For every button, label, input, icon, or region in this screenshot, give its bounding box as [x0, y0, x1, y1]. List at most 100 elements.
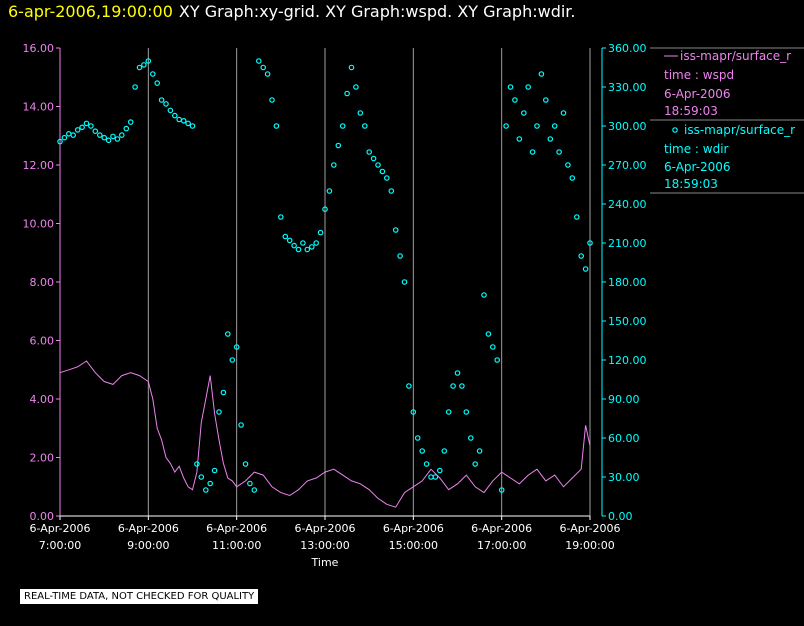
data-point-wdir	[247, 480, 253, 487]
x-tick-label-date: 6-Apr-2006	[118, 522, 179, 535]
data-point-wdir	[105, 137, 112, 144]
data-point-wdir	[229, 357, 236, 363]
data-point-wdir	[467, 435, 474, 441]
data-point-wdir	[370, 155, 377, 162]
data-point-wdir	[551, 123, 558, 129]
y-left-tick-label: 12.00	[23, 159, 55, 172]
data-point-wdir	[481, 292, 487, 298]
data-point-wdir	[507, 84, 514, 90]
data-point-wdir	[304, 246, 311, 253]
y-right-tick-label: 300.00	[608, 120, 647, 133]
data-point-wdir	[587, 240, 593, 246]
data-point-wdir	[216, 409, 222, 415]
data-point-wdir	[432, 474, 439, 480]
data-point-wdir	[344, 90, 350, 97]
data-point-wdir	[66, 131, 72, 137]
data-point-wdir	[361, 123, 368, 129]
data-point-wdir	[176, 116, 183, 123]
x-tick-label-date: 6-Apr-2006	[471, 522, 532, 535]
y-right-tick-label: 180.00	[608, 276, 647, 289]
data-point-wdir	[494, 357, 501, 363]
legend-name-wdir: iss-mapr/surface_r	[684, 123, 795, 137]
data-point-wdir	[326, 188, 333, 194]
data-point-wdir	[180, 118, 187, 124]
vertical-grid	[147, 48, 591, 516]
data-point-wdir	[330, 162, 337, 168]
legend-date-wdir: 6-Apr-2006	[664, 160, 731, 174]
axes: 0.00 2.00 4.00 6.00 8.00 10.00 12.00 14.00 16.00…	[23, 42, 647, 569]
data-point-wdir	[282, 233, 289, 240]
data-point-wdir	[114, 136, 121, 142]
data-point-wdir	[512, 97, 518, 103]
y-left-tick-label: 2.00	[30, 452, 55, 465]
data-point-wdir	[379, 168, 386, 175]
x-tick-label-time: 17:00:00	[477, 539, 526, 552]
data-point-wdir	[313, 240, 320, 246]
data-point-wdir	[119, 132, 125, 138]
data-point-wdir	[397, 253, 403, 259]
data-point-wdir	[233, 344, 240, 350]
data-point-wdir	[163, 101, 169, 107]
y-right-tick-label: 270.00	[608, 159, 647, 172]
data-point-wdir	[97, 132, 103, 138]
data-point-wdir	[145, 58, 152, 64]
data-point-wdir	[423, 461, 430, 467]
data-point-wdir	[123, 125, 130, 132]
quality-note: REAL-TIME DATA, NOT CHECKED FOR QUALITY	[20, 589, 259, 604]
data-point-wdir	[573, 214, 580, 220]
y-right-tick-label: 0.00	[608, 510, 633, 523]
data-point-wdir	[70, 132, 77, 138]
y-right-tick-label: 150.00	[608, 315, 647, 328]
x-tick-label-time: 13:00:00	[300, 539, 349, 552]
data-point-wdir	[185, 120, 191, 127]
data-point-wdir	[141, 62, 147, 68]
legend-var-wdir: time : wdir	[664, 142, 729, 156]
data-point-wdir	[220, 389, 227, 396]
y-right-tick-label: 360.00	[608, 42, 647, 55]
data-point-wdir	[445, 409, 452, 415]
data-point-wdir	[92, 128, 99, 135]
data-point-wdir	[489, 344, 496, 350]
data-point-wdir	[83, 120, 90, 127]
legend-time-wdir: 18:59:03	[664, 177, 718, 191]
data-point-wdir	[127, 119, 134, 125]
data-point-wdir	[198, 474, 205, 480]
data-point-wdir	[277, 214, 284, 220]
timestamp: 6-apr-2006,19:00:00	[8, 2, 173, 21]
data-point-wdir	[472, 461, 479, 467]
data-point-wdir	[79, 124, 85, 131]
x-tick-label-time: 7:00:00	[39, 539, 81, 552]
y-right-tick-label: 120.00	[608, 354, 647, 367]
header-title: 6-apr-2006,19:00:00 XY Graph:xy-grid. XY …	[8, 2, 576, 21]
data-point-wdir	[436, 467, 443, 474]
y-left-tick-label: 10.00	[23, 218, 55, 231]
data-point-wdir	[565, 162, 571, 168]
data-point-wdir	[150, 71, 156, 77]
data-point-wdir	[264, 71, 271, 77]
series-layer	[57, 58, 593, 508]
graph-titles: XY Graph:xy-grid. XY Graph:wspd. XY Grap…	[178, 2, 576, 21]
data-point-wdir	[392, 227, 399, 233]
data-point-wdir	[542, 97, 549, 103]
data-point-wdir	[441, 448, 448, 454]
data-point-wdir	[569, 175, 576, 181]
x-tick-label-date: 6-Apr-2006	[383, 522, 444, 535]
data-point-wdir	[136, 64, 143, 71]
data-point-wdir	[578, 253, 585, 259]
data-point-wdir	[339, 123, 346, 129]
legend: iss-mapr/surface_r time : wspd 6-Apr-2006 1…	[650, 47, 804, 194]
data-point-wdir	[556, 149, 562, 155]
data-point-wdir	[560, 110, 567, 116]
data-point-wdir	[189, 123, 196, 129]
y-right-tick-label: 90.00	[608, 393, 640, 406]
y-left-tick-label: 0.00	[30, 510, 55, 523]
legend-swatch-wdir	[672, 127, 678, 133]
data-point-wdir	[308, 244, 315, 250]
x-tick-label-date: 6-Apr-2006	[294, 522, 355, 535]
y-right-tick-label: 60.00	[608, 432, 640, 445]
legend-var-wspd: time : wspd	[664, 68, 734, 82]
data-point-wdir	[503, 123, 509, 129]
data-point-wdir	[238, 422, 244, 428]
data-point-wdir	[410, 409, 417, 415]
